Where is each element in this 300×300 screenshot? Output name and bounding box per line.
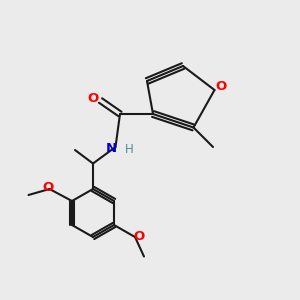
- Text: N: N: [105, 142, 117, 155]
- Text: H: H: [124, 143, 134, 156]
- Text: O: O: [42, 181, 54, 194]
- Text: O: O: [134, 230, 145, 243]
- Text: O: O: [87, 92, 99, 106]
- Text: O: O: [215, 80, 226, 94]
